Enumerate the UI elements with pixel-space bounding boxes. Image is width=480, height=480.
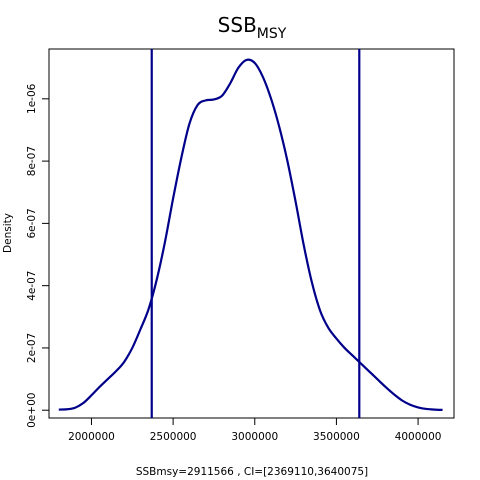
x-tick-label: 3500000 (313, 431, 360, 443)
chart-title-subscript: MSY (257, 26, 287, 42)
density-curve (58, 58, 443, 411)
y-tick-label: 2e-07 (26, 333, 38, 363)
y-tick-label: 8e-07 (26, 146, 38, 176)
y-tick-label: 4e-07 (26, 271, 38, 301)
y-axis-label: Density (2, 213, 14, 253)
x-axis: 2000000 2500000 3000000 3500000 4000000 (68, 418, 441, 443)
plot-frame (48, 48, 455, 419)
y-tick-label: 0e+00 (26, 393, 38, 428)
x-tick-label: 2500000 (150, 431, 197, 443)
y-tick-label: 1e-06 (26, 83, 38, 114)
chart-title: SSBMSY (218, 13, 287, 42)
x-tick-label: 4000000 (395, 431, 442, 443)
x-axis-label: SSBmsy=2911566 , CI=[2369110,3640075] (136, 466, 368, 478)
y-axis: 0e+00 2e-07 4e-07 6e-07 8e-07 1e-06 (26, 83, 49, 428)
chart-title-main: SSB (218, 13, 257, 37)
x-tick-label: 2000000 (68, 431, 115, 443)
x-tick-label: 3000000 (231, 431, 278, 443)
confidence-interval-lines (150, 49, 361, 418)
y-tick-label: 6e-07 (26, 208, 38, 238)
